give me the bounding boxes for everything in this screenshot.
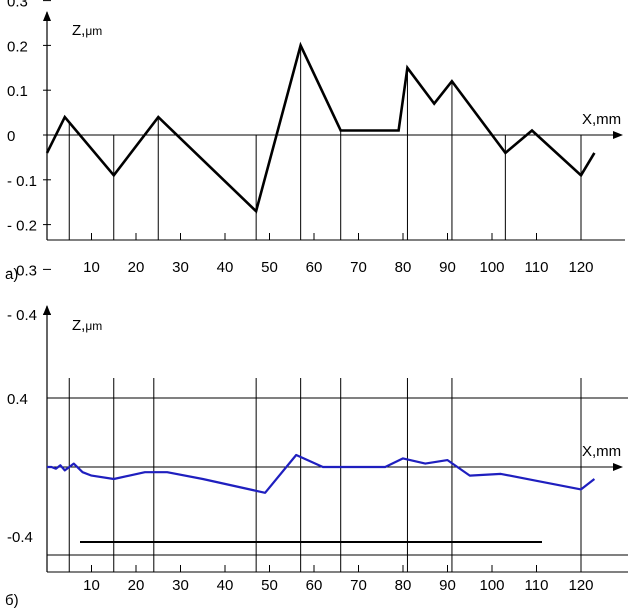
- panel-a-x-tick-label: 50: [261, 259, 278, 276]
- panel-b-x-tick-label: 60: [306, 577, 323, 594]
- panel-b-x-ticks: 10 20 30 40 50 60 70 80 90 100 110 120: [83, 565, 594, 594]
- panel-b-x-tick-label: 80: [395, 577, 412, 594]
- panel-b-x-tick-label: 30: [172, 577, 189, 594]
- panel-b-y-tick-label: 0.4: [7, 391, 28, 408]
- chart-panel-a: 0.40.30.20.10- 0.1- 0.2- 0.3- 0.4 102030…: [5, 0, 625, 324]
- panel-b-y-ticks: 0.4 -0.4: [7, 391, 33, 546]
- panel-b-x-tick-label: 90: [439, 577, 456, 594]
- chart-panel-b: 0.4 -0.4 10 20 30 40 50 60 70 80 90 100 110 120 Z,μm…: [5, 305, 628, 608]
- panel-b-x-tick-label: 10: [83, 577, 100, 594]
- panel-a-y-tick-label: 0: [7, 128, 15, 145]
- panel-a-label: a): [5, 266, 18, 283]
- panel-b-x-tick-label: 100: [479, 577, 504, 594]
- panel-a-series-line: [45, 41, 596, 214]
- panel-a-y-tick-label: 0.2: [7, 38, 28, 55]
- panel-a-x-tick-label: 40: [217, 259, 234, 276]
- panel-a-x-tick-label: 20: [128, 259, 145, 276]
- panel-a-x-tick-label: 120: [568, 259, 593, 276]
- panel-b-series-line: [47, 453, 596, 494]
- panel-b-x-tick-label: 20: [128, 577, 145, 594]
- panel-b-x-tick-label: 110: [525, 577, 549, 594]
- panel-b-x-tick-label: 50: [261, 577, 278, 594]
- panel-a-x-tick-label: 80: [395, 259, 412, 276]
- panel-a-verticals: [68, 45, 582, 240]
- panel-b-label: б): [5, 592, 19, 608]
- panel-b-x-tick-label: 120: [568, 577, 593, 594]
- panel-a-y-tick-label: - 0.1: [7, 173, 37, 190]
- panel-a-y-tick-label: - 0.4: [7, 307, 37, 324]
- panel-a-x-tick-label: 100: [479, 259, 504, 276]
- panel-a-x-tick-label: 60: [306, 259, 323, 276]
- panel-b-x-tick-label: 40: [217, 577, 234, 594]
- panel-a-x-ticks: 10 20 30 40 50 60 70 80 90 100 110 120: [83, 233, 594, 276]
- panel-a-x-tick-label: 10: [83, 259, 100, 276]
- panel-b-verticals: [68, 378, 582, 572]
- panel-a-y-ticks: 0.40.30.20.10- 0.1- 0.2- 0.3- 0.4: [7, 0, 51, 324]
- panel-a-x-tick-label: 70: [350, 259, 367, 276]
- panel-a-x-tick-label: 110: [525, 259, 549, 276]
- panel-a-y-tick-label: - 0.2: [7, 218, 37, 235]
- panel-a-x-tick-label: 90: [439, 259, 456, 276]
- panel-a-y-title: Z,μm: [72, 22, 102, 39]
- panel-b-x-title: X,mm: [582, 443, 621, 460]
- panel-a-x-title: X,mm: [582, 111, 621, 128]
- panel-b-x-tick-label: 70: [350, 577, 367, 594]
- panel-b-y-tick-label: -0.4: [7, 529, 33, 546]
- panel-a-y-tick-label: - 0.3: [7, 262, 37, 279]
- panel-a-y-tick-label: 0.3: [7, 0, 28, 11]
- panel-a-y-tick-label: 0.1: [7, 83, 28, 100]
- panel-b-y-title: Z,μm: [72, 317, 102, 334]
- panel-a-x-tick-label: 30: [172, 259, 189, 276]
